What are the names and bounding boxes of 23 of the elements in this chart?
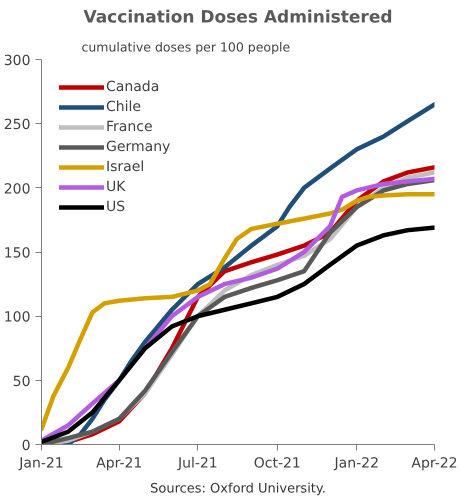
y-tick-label: 50 bbox=[12, 374, 31, 390]
legend-label: US bbox=[106, 199, 126, 215]
legend-label: Israel bbox=[106, 159, 144, 175]
y-tick-label: 100 bbox=[4, 310, 31, 326]
x-tick-label: Oct-21 bbox=[254, 456, 301, 472]
legend-label: Canada bbox=[106, 79, 160, 95]
source-note: Sources: Oxford University. bbox=[150, 482, 326, 496]
y-tick-label: 250 bbox=[4, 117, 31, 134]
y-tick-label: 300 bbox=[4, 53, 31, 69]
legend-label: Germany bbox=[106, 139, 170, 155]
chart-title: Vaccination Doses Administered bbox=[83, 8, 393, 28]
legend-label: UK bbox=[106, 179, 126, 195]
x-tick-label: Apr-22 bbox=[411, 456, 458, 472]
y-tick-label: 0 bbox=[22, 438, 31, 454]
legend-label: Chile bbox=[106, 99, 142, 115]
legend-label: France bbox=[106, 119, 153, 135]
y-tick-label: 200 bbox=[4, 181, 31, 198]
chart-subtitle: cumulative doses per 100 people bbox=[82, 40, 290, 54]
y-tick-label: 150 bbox=[4, 246, 31, 262]
x-tick-label: Jan-21 bbox=[18, 456, 64, 472]
x-tick-label: Apr-21 bbox=[96, 456, 142, 472]
x-tick-label: Jan-22 bbox=[334, 456, 379, 472]
x-tick-label: Jul-21 bbox=[176, 456, 218, 472]
